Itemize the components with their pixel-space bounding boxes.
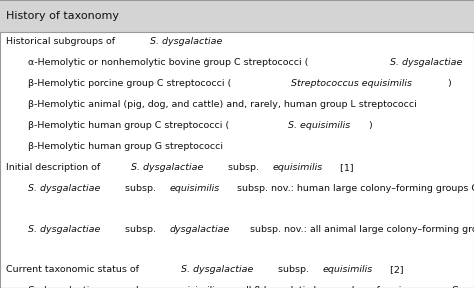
Text: S. dysgalactiae: S. dysgalactiae [131, 163, 203, 172]
Text: equisimilis: equisimilis [170, 184, 220, 193]
Text: dysgalactiae: dysgalactiae [170, 225, 230, 234]
Text: equisimilis: equisimilis [272, 163, 322, 172]
Text: subsp.: subsp. [274, 265, 311, 274]
Text: : all β-hemolytic large colony–forming groups C and L streptococci and human gro: : all β-hemolytic large colony–forming g… [235, 286, 474, 288]
Text: Historical subgroups of: Historical subgroups of [6, 37, 118, 46]
Text: S. dysgalactiae: S. dysgalactiae [28, 184, 101, 193]
Text: subsp. nov.: human large colony–forming groups C and G streptococci: subsp. nov.: human large colony–forming … [235, 184, 474, 193]
Text: subsp.: subsp. [225, 163, 262, 172]
Text: equisimilis: equisimilis [322, 265, 373, 274]
Text: S. dysgalactiae: S. dysgalactiae [28, 286, 101, 288]
Text: subsp. nov.: all animal large colony–forming group C streptococci and group L st: subsp. nov.: all animal large colony–for… [247, 225, 474, 234]
Text: subsp.: subsp. [122, 225, 159, 234]
Text: α-Hemolytic or nonhemolytic bovine group C streptococci (: α-Hemolytic or nonhemolytic bovine group… [28, 58, 309, 67]
FancyBboxPatch shape [0, 0, 474, 32]
Text: ): ) [447, 79, 451, 88]
Text: subsp.: subsp. [122, 184, 159, 193]
Text: subsp.: subsp. [122, 286, 159, 288]
Text: Streptococcus equisimilis: Streptococcus equisimilis [291, 79, 412, 88]
Text: Current taxonomic status of: Current taxonomic status of [6, 265, 142, 274]
Text: β-Hemolytic animal (pig, dog, and cattle) and, rarely, human group L streptococc: β-Hemolytic animal (pig, dog, and cattle… [28, 100, 417, 109]
Text: β-Hemolytic porcine group C streptococci (: β-Hemolytic porcine group C streptococci… [28, 79, 232, 88]
Text: [1]: [1] [337, 163, 354, 172]
Text: ): ) [368, 121, 372, 130]
Text: equisimilis: equisimilis [170, 286, 220, 288]
Text: S. dysgalactiae: S. dysgalactiae [28, 225, 101, 234]
Text: S. dysgalactiae: S. dysgalactiae [150, 37, 223, 46]
Text: β-Hemolytic human group C streptococci (: β-Hemolytic human group C streptococci ( [28, 121, 229, 130]
Text: Initial description of: Initial description of [6, 163, 103, 172]
Text: [2]: [2] [387, 265, 404, 274]
Text: β-Hemolytic human group G streptococci: β-Hemolytic human group G streptococci [28, 142, 223, 151]
Text: S. equisimilis: S. equisimilis [288, 121, 350, 130]
Text: S. dysgalactiae: S. dysgalactiae [181, 265, 254, 274]
Text: History of taxonomy: History of taxonomy [6, 11, 118, 21]
Text: S. dysgalactiae: S. dysgalactiae [390, 58, 463, 67]
